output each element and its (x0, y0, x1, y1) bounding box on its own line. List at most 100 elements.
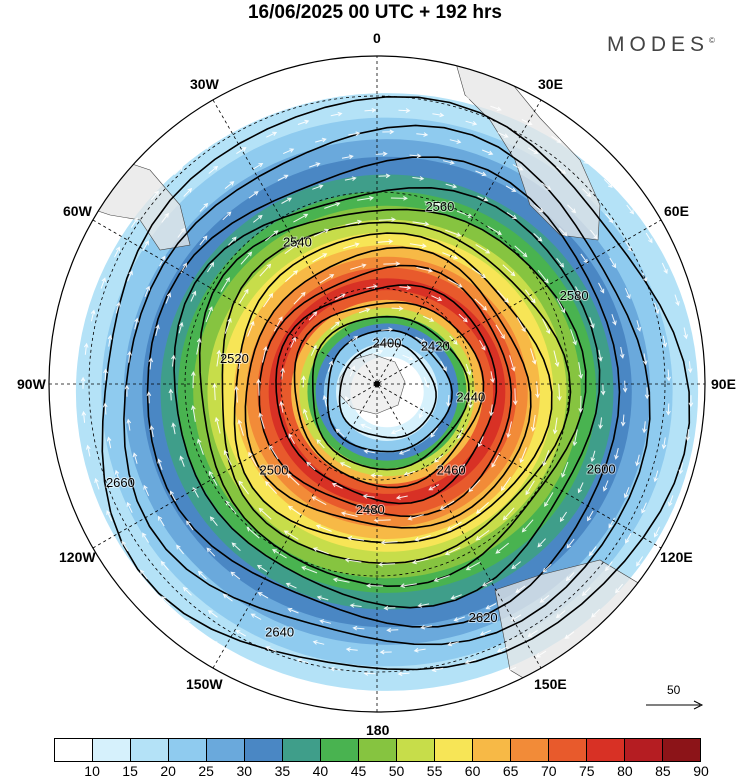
wind-vector (347, 535, 365, 541)
wind-vector (227, 126, 239, 134)
wind-vector (541, 182, 552, 191)
colorbar (54, 738, 701, 762)
meridian-line (92, 219, 662, 549)
wind-vector (431, 667, 444, 673)
wind-vector (265, 646, 277, 652)
wind-vector (474, 298, 488, 311)
wind-vector (322, 91, 335, 96)
wind-vector (445, 183, 458, 189)
wind-vector (285, 582, 297, 589)
wind-vector (495, 542, 510, 554)
wind-vector (161, 212, 169, 223)
wind-vector (220, 276, 230, 292)
wind-vector (603, 178, 613, 188)
wind-vector (475, 170, 487, 177)
wind-vector (398, 449, 411, 455)
wind-vector (642, 353, 648, 366)
wind-vector (206, 547, 216, 557)
wind-vector (490, 371, 495, 384)
wind-vector (86, 444, 91, 457)
wind-vector (505, 666, 517, 673)
wind-vector (605, 213, 614, 224)
wind-vector (238, 480, 250, 495)
wind-vector (496, 646, 508, 653)
wind-vector (371, 349, 384, 356)
wind-vector (380, 540, 398, 545)
contour-line (275, 284, 498, 505)
wind-vector (465, 120, 478, 126)
meridian-line (92, 219, 662, 549)
longitude-label: 0 (373, 30, 381, 46)
wind-vector (124, 384, 130, 397)
wind-vector (312, 547, 329, 555)
wind-vector (590, 450, 596, 463)
wind-vector (332, 577, 350, 583)
wind-vector (258, 507, 272, 520)
wind-vector (398, 108, 411, 113)
wind-vector (405, 692, 418, 698)
wind-vector (183, 187, 193, 197)
wind-vector (280, 628, 292, 635)
wind-vector (390, 195, 408, 201)
wind-vector (348, 335, 359, 344)
wind-vector (465, 561, 481, 571)
wind-vector (224, 317, 232, 334)
wind-vector (611, 314, 617, 326)
wind-vector (521, 519, 534, 533)
colorbar-tick-label: 55 (426, 763, 443, 779)
colorbar-tick-label: 20 (160, 763, 176, 779)
wind-vector (533, 233, 543, 242)
wind-vector (313, 228, 330, 237)
wind-vector (127, 350, 132, 363)
wind-vector (678, 462, 684, 475)
wind-vector (376, 239, 394, 244)
wind-vector (379, 649, 392, 655)
wind-vector (386, 627, 399, 633)
wind-vector (235, 630, 247, 637)
wind-vector (349, 365, 356, 377)
colorbar-ticks: 10 15 20 25 30 35 40 45 50 55 60 65 70 75 80 85 90 (54, 763, 708, 781)
wind-vector (622, 380, 628, 393)
wind-vector (608, 517, 615, 529)
wind-vector (609, 257, 617, 269)
wind-vector (283, 530, 299, 540)
colorbar-tick-label: 90 (693, 763, 709, 779)
colorbar-tick-label: 25 (198, 763, 214, 779)
wind-vector (402, 354, 414, 361)
wind-vector (567, 204, 577, 214)
wind-vector (331, 482, 343, 489)
wind-vector (653, 526, 660, 538)
contour-label: 2460 (437, 463, 466, 478)
wind-vector (315, 524, 332, 532)
wind-vector (316, 595, 329, 601)
wind-vector (464, 659, 477, 665)
wind-vector (356, 86, 369, 92)
wind-vector (281, 197, 293, 204)
wind-vector (165, 292, 172, 304)
contour-line (198, 208, 587, 588)
wind-vector (423, 376, 430, 389)
colorbar-tick-label: 50 (388, 763, 405, 779)
wind-vector (577, 482, 584, 494)
wind-vector (225, 500, 237, 515)
wind-vector (588, 546, 597, 557)
wind-vector (683, 327, 688, 340)
wind-vector (343, 242, 360, 249)
wind-vector (471, 267, 487, 279)
map-title: 16/06/2025 00 UTC + 192 hrs (247, 2, 503, 23)
wind-vector (222, 593, 233, 602)
wind-vector (688, 395, 694, 408)
wind-vector (199, 144, 210, 153)
colorbar-tick-label: 65 (502, 763, 519, 779)
wind-vector (205, 306, 213, 323)
wind-vector (415, 336, 427, 343)
wind-vector (106, 436, 112, 449)
wind-vector (495, 324, 505, 340)
wind-vector (598, 349, 603, 362)
polar-map: 2400 2420 2440 2460 2480 2500 2520 2540 2560 2580… (48, 55, 706, 713)
contour-line (173, 186, 601, 609)
wind-vector (362, 494, 375, 499)
wind-vector (231, 542, 241, 551)
wind-vector (418, 407, 425, 419)
wind-vector (662, 335, 668, 348)
